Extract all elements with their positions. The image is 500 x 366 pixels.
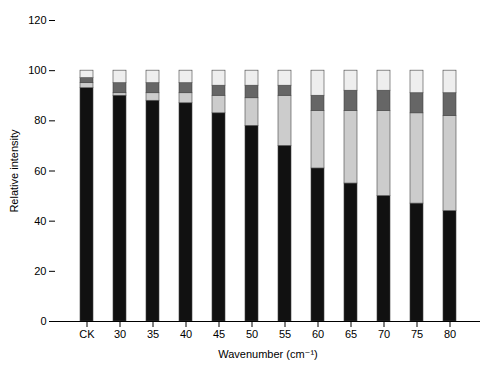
svg-text:40: 40 xyxy=(180,328,192,340)
svg-text:75: 75 xyxy=(411,328,423,340)
svg-text:50: 50 xyxy=(246,328,258,340)
svg-text:35: 35 xyxy=(147,328,159,340)
svg-text:30: 30 xyxy=(114,328,126,340)
svg-text:0: 0 xyxy=(40,315,46,327)
svg-text:70: 70 xyxy=(378,328,390,340)
svg-text:Relative intensity: Relative intensity xyxy=(8,129,20,213)
svg-text:60: 60 xyxy=(312,328,324,340)
svg-text:120: 120 xyxy=(28,14,46,26)
svg-text:80: 80 xyxy=(34,114,46,126)
svg-text:60: 60 xyxy=(34,165,46,177)
svg-text:40: 40 xyxy=(34,215,46,227)
svg-text:CK: CK xyxy=(79,328,95,340)
svg-text:45: 45 xyxy=(213,328,225,340)
svg-text:80: 80 xyxy=(444,328,456,340)
svg-text:65: 65 xyxy=(345,328,357,340)
svg-text:20: 20 xyxy=(34,265,46,277)
svg-text:55: 55 xyxy=(279,328,291,340)
svg-text:Wavenumber (cm⁻¹): Wavenumber (cm⁻¹) xyxy=(218,348,318,360)
svg-text:100: 100 xyxy=(28,64,46,76)
